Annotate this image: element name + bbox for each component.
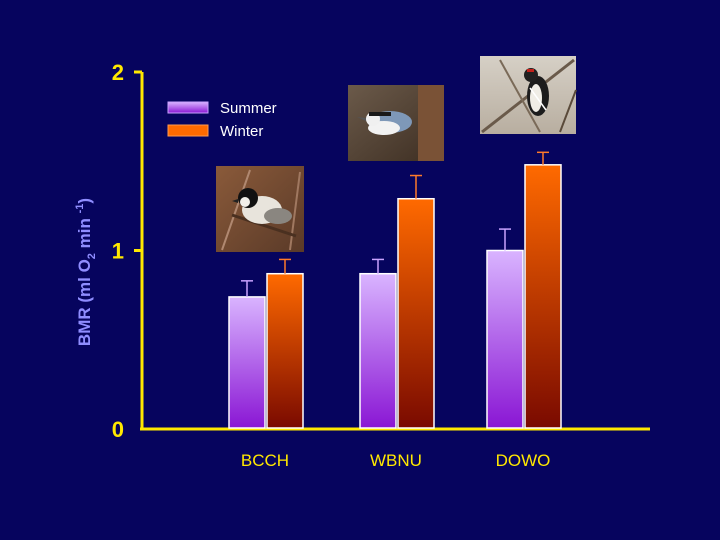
bar-summer-bcch	[228, 296, 266, 429]
bars	[228, 151, 562, 429]
bar-winter-wbnu	[397, 197, 435, 429]
y-tick-label: 0	[112, 417, 124, 442]
legend-label-summer: Summer	[220, 100, 277, 117]
legend-label-winter: Winter	[220, 123, 263, 140]
y-axis-label: BMR (ml O2 min -1)	[74, 198, 98, 346]
legend-swatch-summer	[167, 101, 209, 114]
bar-summer-dowo	[486, 249, 524, 429]
x-category-label: BCCH	[241, 451, 289, 470]
legend: Summer Winter	[167, 100, 277, 140]
y-tick-label: 2	[112, 60, 124, 85]
white-breasted-nuthatch-photo	[348, 85, 444, 161]
y-ticks: 0 1 2	[112, 60, 142, 442]
x-category-label: DOWO	[496, 451, 551, 470]
black-capped-chickadee-photo	[216, 166, 304, 252]
legend-swatch-winter	[167, 124, 209, 137]
category-labels: BCCH WBNU DOWO	[241, 451, 550, 470]
bar-winter-dowo	[524, 164, 562, 429]
bar-summer-wbnu	[359, 272, 397, 429]
y-tick-label: 1	[112, 239, 124, 264]
bar-winter-bcch	[266, 272, 304, 429]
downy-woodpecker-photo	[480, 56, 577, 134]
x-category-label: WBNU	[370, 451, 422, 470]
